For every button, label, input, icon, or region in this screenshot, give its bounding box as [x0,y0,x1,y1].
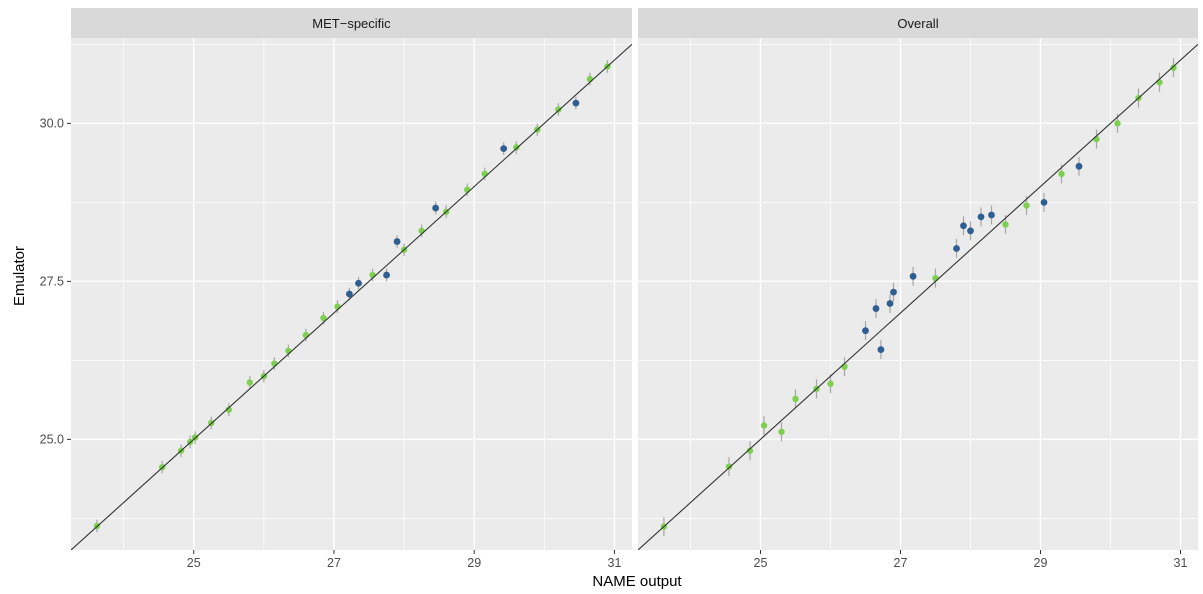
data-point [481,170,488,178]
data-point-outside [909,272,917,280]
data-point [1023,202,1030,209]
facet-strip [71,8,632,38]
data-point [792,395,799,403]
x-tick-label: 31 [1174,556,1188,570]
identity-line [638,43,1198,550]
facet-strip-label: Overall [897,16,938,31]
x-tick-label: 31 [608,556,622,570]
x-tick-label: 25 [187,556,201,570]
data-layer [638,43,1198,550]
data-point-outside [1075,162,1083,170]
data-point [555,106,562,113]
data-point-outside [355,279,362,287]
y-tick-label: 25.0 [40,432,64,446]
data-point [1156,79,1163,86]
data-point [513,144,520,151]
data-point-outside [953,245,960,252]
data-point [285,347,292,355]
y-tick-label: 30.0 [40,116,64,130]
data-point-outside [432,204,440,212]
y-axis-title: Emulator [11,246,28,306]
data-point [827,380,834,387]
data-point [1093,135,1100,143]
data-point [778,428,785,435]
x-axis-title: NAME output [592,573,682,590]
data-point [1002,221,1009,228]
data-point-outside [890,288,897,296]
data-point [746,447,754,454]
y-axis: 25.0 27.5 30.0 [40,116,71,446]
gridlines [71,38,632,550]
data-point [932,274,939,282]
x-tick-label: 29 [467,556,481,570]
data-point [246,379,254,386]
data-layer [71,43,632,550]
data-point [271,360,278,367]
y-tick-label: 27.5 [40,274,64,288]
data-point [302,331,310,339]
data-point [725,463,733,470]
data-point-outside [886,300,894,307]
data-point-outside [977,213,985,221]
data-point-outside [393,238,401,245]
x-tick-label: 25 [754,556,768,570]
data-point-outside [988,211,995,219]
data-point [1058,170,1065,178]
data-point [418,227,425,234]
data-point [334,303,341,310]
data-point [760,422,768,429]
data-point [1114,120,1121,127]
x-tick-label: 27 [327,556,341,570]
data-point-outside [345,290,353,298]
data-point [1170,64,1177,71]
data-point-outside [500,145,508,153]
data-point [225,406,232,413]
data-point-outside [960,222,967,230]
panel-background [638,38,1198,550]
x-tick-label: 29 [1034,556,1048,570]
facet-strip-label: MET−specific [312,16,391,31]
data-point [369,271,376,279]
panel-overall: Overall 25 27 29 31 [638,8,1198,570]
panel-met-specific: MET−specific 25 27 29 31 [71,8,632,570]
identity-line [71,43,632,550]
data-point-outside [877,346,885,354]
facet-strip [638,8,1198,38]
data-point-outside [572,99,580,107]
data-point-outside [872,305,880,312]
data-point [320,314,327,322]
gridlines [638,38,1198,550]
data-point-outside [1040,198,1048,206]
data-point [586,75,594,83]
data-point-outside [383,271,390,279]
data-point-outside [862,327,869,335]
data-point [841,363,848,370]
data-point-outside [967,227,974,235]
x-tick-label: 27 [894,556,908,570]
data-point [464,186,471,193]
